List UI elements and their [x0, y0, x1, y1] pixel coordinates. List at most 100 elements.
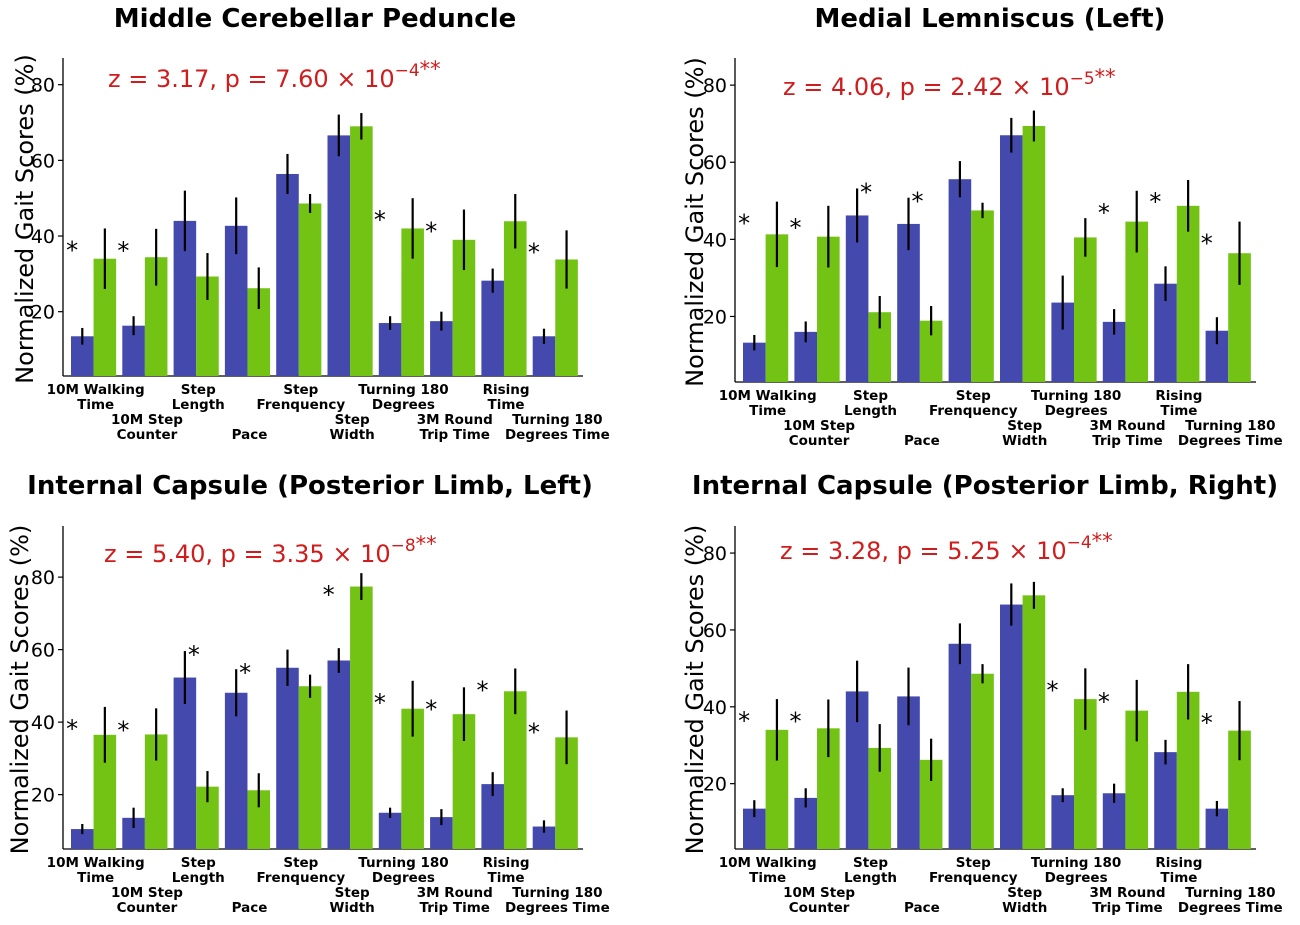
x-tick-label-1: 10M Walking Time	[719, 388, 817, 419]
stat-suffix: **	[416, 532, 437, 556]
x-tick-label-6: Step Width	[1002, 418, 1047, 449]
bar-group1-7	[378, 323, 402, 376]
stat-text: z = 3.28, p = 5.25 × 10	[780, 537, 1067, 565]
x-tick-label-line: Width	[330, 900, 375, 916]
x-tick-label-line: Degrees	[1045, 870, 1108, 886]
y-tick-label: 20	[31, 785, 55, 807]
bar-group2-4	[247, 288, 271, 376]
bar-group1-4	[897, 223, 920, 382]
x-tick-label-line: Pace	[904, 433, 940, 449]
x-tick-label-line: Rising	[1155, 855, 1202, 871]
x-tick-label-5: Step Frenquency	[257, 855, 346, 886]
x-tick-label-7: Turning 180 Degrees	[1031, 388, 1121, 419]
bar-group1-1	[71, 336, 94, 376]
bar-group1-10	[532, 826, 556, 849]
y-tick-label: 60	[31, 150, 55, 172]
bar-group2-8	[1125, 710, 1149, 849]
y-tick-label: 80	[703, 543, 727, 565]
bar-group2-6	[1022, 126, 1046, 382]
x-tick-label-line: Frenquency	[257, 870, 346, 886]
stat-exponent: −5	[1070, 69, 1095, 89]
bar-group1-1	[71, 829, 94, 849]
x-tick-label-line: Time	[749, 870, 786, 886]
x-tick-label-line: Time	[77, 397, 114, 413]
x-tick-label-line: 10M Walking	[719, 855, 817, 871]
x-tick-label-line: Turning 180	[512, 412, 602, 428]
x-tick-label-line: 10M Step	[111, 885, 183, 901]
x-tick-label-line: Turning 180	[512, 885, 602, 901]
x-tick-label-line: 10M Step	[783, 885, 855, 901]
x-tick-label-line: Length	[844, 870, 897, 886]
x-tick-label-9: Rising Time	[1155, 855, 1202, 886]
x-tick-label-line: Turning 180	[1185, 885, 1275, 901]
bar-group1-9	[1154, 283, 1177, 382]
x-tick-label-line: Step	[956, 388, 991, 404]
bar-group2-10	[1228, 253, 1251, 382]
bar-group1-3	[845, 215, 869, 382]
bar-group2-10	[555, 737, 578, 849]
x-tick-label-5: Step Frenquency	[257, 382, 346, 413]
bar-group1-9	[481, 280, 504, 376]
bar-group2-10	[1228, 730, 1251, 849]
x-tick-label-line: Time	[749, 403, 786, 419]
x-tick-label-line: Time	[77, 870, 114, 886]
bar-group2-7	[1074, 237, 1097, 382]
bar-group1-2	[794, 331, 818, 382]
x-tick-label-line: Degrees	[1045, 403, 1108, 419]
y-axis-label: Normalized Gait Scores (%)	[681, 525, 709, 855]
x-tick-label-line: Frenquency	[929, 870, 1018, 886]
chart-title: Medial Lemniscus (Left)	[815, 4, 1166, 34]
x-tick-label-4: Pace	[232, 900, 268, 916]
y-tick-label: 60	[31, 640, 55, 662]
bar-group2-3	[196, 276, 219, 376]
x-tick-label-line: Counter	[117, 900, 178, 916]
x-tick-label-line: Trip Time	[1092, 900, 1162, 916]
x-tick-label-line: Step	[181, 855, 216, 871]
bar-group2-6	[350, 586, 373, 849]
x-tick-label-line: Turning 180	[1031, 855, 1121, 871]
stat-text: z = 5.40, p = 3.35 × 10	[104, 540, 391, 568]
x-tick-label-line: Width	[1002, 433, 1047, 449]
x-tick-label-7: Turning 180 Degrees	[358, 855, 448, 886]
y-tick-label: 40	[31, 226, 55, 248]
x-tick-label-line: Frenquency	[929, 403, 1018, 419]
y-tick-label: 80	[31, 567, 55, 589]
significance-star-9: *	[477, 676, 489, 704]
bar-group2-2	[817, 236, 840, 382]
x-tick-label-line: Counter	[789, 900, 850, 916]
y-tick-label: 60	[703, 620, 727, 642]
stat-suffix: **	[1095, 65, 1116, 89]
x-tick-label-4: Pace	[904, 900, 940, 916]
y-tick-label: 80	[703, 75, 727, 97]
bar-group1-5	[276, 173, 299, 376]
significance-star-10: *	[1201, 709, 1213, 737]
bar-group2-2	[817, 728, 840, 849]
y-tick-label: 40	[703, 229, 727, 251]
chart-panel-1: Middle Cerebellar Peduncle z = 3.17, p = …	[11, 4, 610, 443]
bar-group2-4	[919, 320, 943, 382]
bar-group1-6	[327, 135, 351, 376]
x-tick-label-line: Counter	[789, 433, 850, 449]
bar-group2-5	[298, 203, 322, 376]
y-axis-label: Normalized Gait Scores (%)	[6, 525, 34, 855]
significance-star-10: *	[1201, 230, 1213, 258]
x-tick-label-line: Width	[1002, 900, 1047, 916]
bar-group2-6	[350, 126, 373, 376]
x-tick-label-line: Rising	[1155, 388, 1202, 404]
y-axis-label: Normalized Gait Scores (%)	[681, 57, 709, 387]
x-tick-label-line: Step	[283, 382, 318, 398]
x-tick-label-4: Pace	[904, 433, 940, 449]
x-tick-label-6: Step Width	[330, 885, 375, 916]
x-tick-label-7: Turning 180 Degrees	[1031, 855, 1121, 886]
bar-group1-5	[276, 667, 299, 849]
bar-group1-2	[122, 817, 145, 849]
x-tick-label-10: Turning 180 Degrees Time	[1178, 418, 1283, 449]
y-tick-label: 20	[703, 306, 727, 328]
x-tick-label-line: 3M Round	[1089, 418, 1165, 434]
x-tick-label-line: Step	[956, 855, 991, 871]
bar-group2-9	[503, 221, 527, 376]
x-tick-label-line: 3M Round	[417, 885, 493, 901]
x-tick-label-line: Rising	[483, 382, 530, 398]
